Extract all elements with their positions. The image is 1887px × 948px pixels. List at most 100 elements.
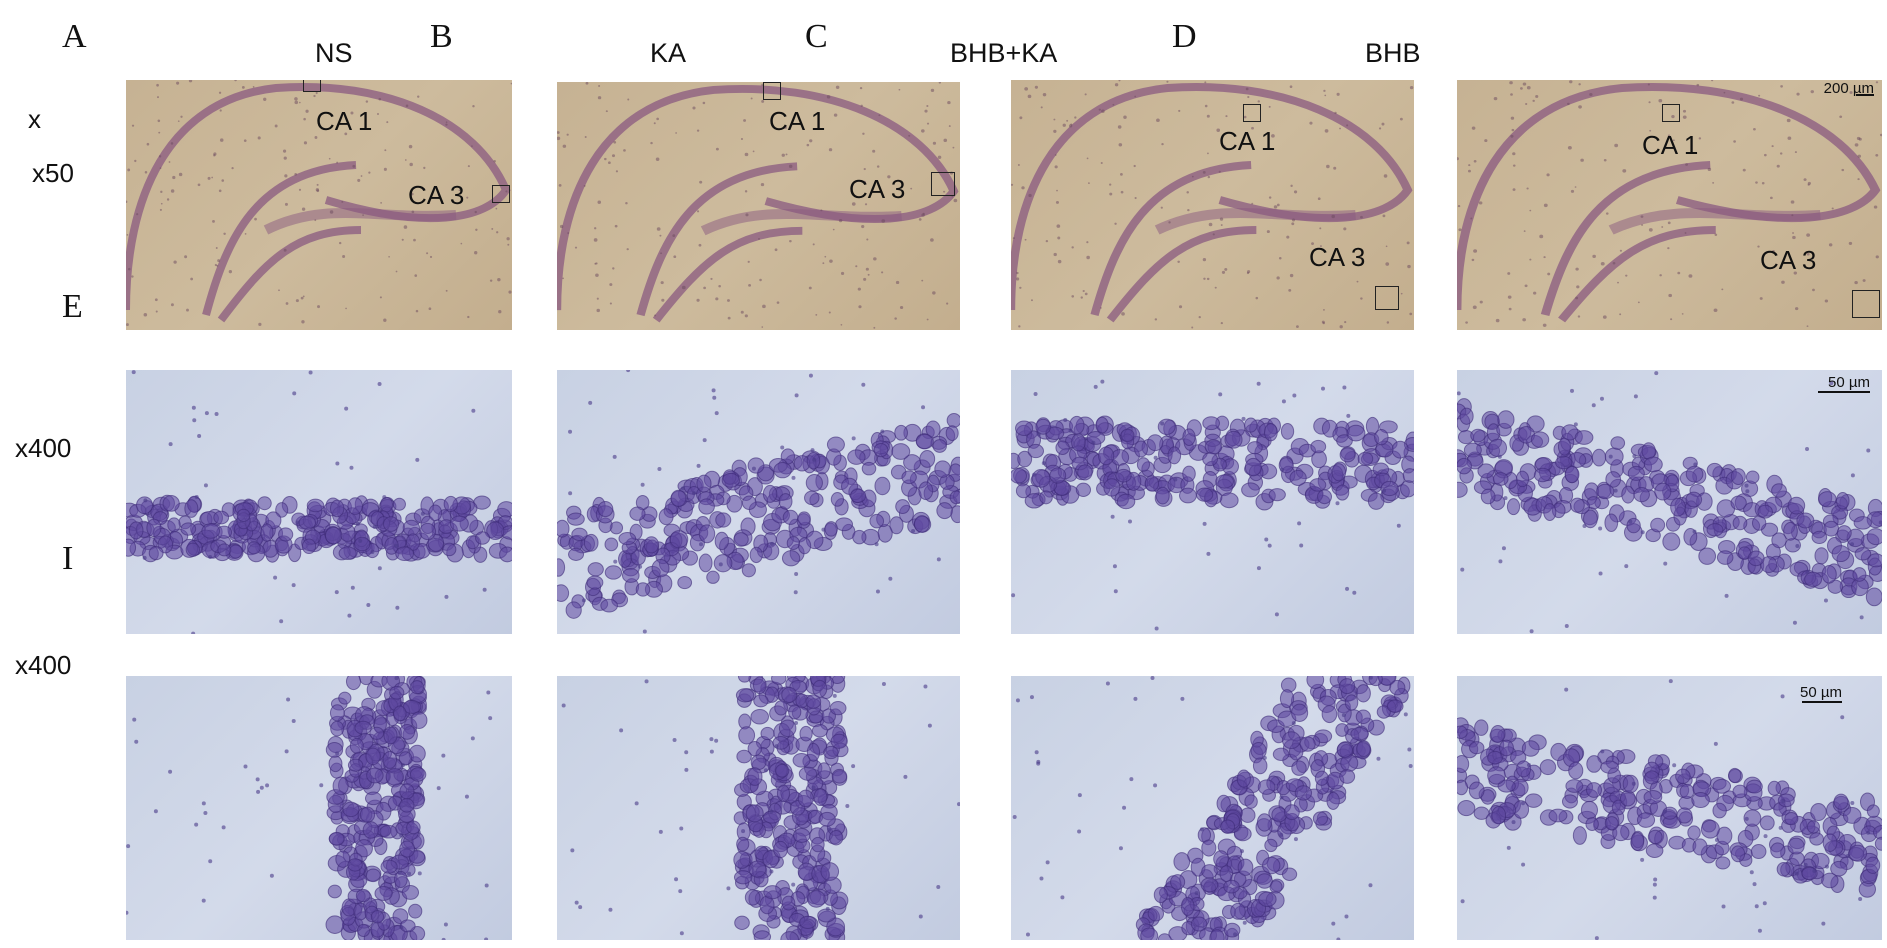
neuron-cell <box>1256 873 1273 889</box>
panel-letter-e: E <box>62 288 83 325</box>
neuron-cell <box>826 917 846 937</box>
neuron-cell <box>1167 446 1182 465</box>
neuron-cell <box>811 724 828 738</box>
neuron-cell <box>1223 879 1240 894</box>
ca1-marker-box <box>1243 104 1261 122</box>
neuron-cell <box>1600 760 1620 774</box>
neuron-cell <box>162 495 180 512</box>
neuron-cell <box>889 516 904 535</box>
neuron-cell <box>354 720 372 735</box>
neuron-cell <box>1306 676 1325 690</box>
cell-layer-band <box>1154 208 1356 235</box>
neuron-cell <box>329 499 345 518</box>
neuron-cell <box>618 531 637 546</box>
neuron-cell <box>1120 428 1135 442</box>
neuron-cell <box>1314 770 1329 786</box>
neuron-cell <box>1268 488 1286 502</box>
neuron-cell <box>586 575 604 590</box>
neuron-cell <box>913 515 930 533</box>
neuron-cell <box>1865 856 1881 874</box>
neuron-cell <box>1147 905 1165 922</box>
neuron-cell <box>818 811 836 827</box>
neuron-cell <box>1747 550 1765 567</box>
neuron-cell <box>1339 769 1356 784</box>
neuron-cell <box>1627 465 1645 481</box>
neuron-cell <box>1530 431 1550 448</box>
neuron-cell <box>324 526 343 545</box>
neuron-cell <box>410 711 428 730</box>
micrograph-a-ns-x50: CA 1 CA 3 <box>126 80 512 330</box>
neuron-cell <box>1687 825 1701 840</box>
neuron-cell <box>332 776 349 796</box>
neuron-cell <box>946 412 960 428</box>
neuron-cell <box>1256 813 1273 832</box>
neuron-cell <box>1750 843 1767 860</box>
neuron-cell <box>399 723 416 740</box>
neuron-cell <box>696 474 712 493</box>
ca1-label: CA 1 <box>1642 130 1699 160</box>
neuron-cell <box>1257 779 1276 795</box>
neuron-cell <box>1487 766 1506 785</box>
neuron-cell <box>1515 470 1530 488</box>
ca1-marker-box <box>303 80 321 92</box>
neuron-cell <box>786 536 800 551</box>
neuron-cell <box>328 831 345 846</box>
neuron-cell <box>399 783 415 800</box>
neuron-cell <box>1633 486 1650 503</box>
neuron-cell <box>1480 488 1496 505</box>
neuron-cell <box>1533 467 1552 483</box>
neuron-cell <box>806 742 821 762</box>
neuron-cell <box>1647 829 1663 845</box>
neuron-layer <box>1012 676 1413 940</box>
micrograph-j-ka-x400 <box>557 676 960 940</box>
neuron-cell <box>1357 451 1374 466</box>
neuron-cell <box>1487 750 1503 765</box>
neuron-cell <box>1776 861 1791 877</box>
neuron-layer <box>561 676 960 940</box>
neuron-cell <box>393 705 407 722</box>
neuron-cell <box>354 536 371 552</box>
neuron-cell <box>583 533 599 552</box>
neuron-cell <box>419 522 437 541</box>
neuron-cell <box>557 584 570 602</box>
panel-letter-a: A <box>62 18 87 55</box>
neuron-cell <box>382 750 398 769</box>
neuron-cell <box>1580 800 1599 820</box>
neuron-cell <box>1477 463 1495 479</box>
neuron-cell <box>669 530 689 549</box>
neuron-cell <box>706 570 720 584</box>
neuron-cell <box>1272 747 1290 761</box>
neuron-cell <box>443 495 458 513</box>
neuron-cell <box>750 708 770 725</box>
neuron-cell <box>792 828 811 843</box>
neuron-cell <box>1604 816 1619 831</box>
neuron-cell <box>1783 521 1798 541</box>
neuron-cell <box>1759 815 1775 831</box>
neuron-cell <box>1650 517 1666 533</box>
neuron-cell <box>349 737 364 754</box>
neuron-cell <box>146 518 162 538</box>
cell-layer-band <box>1608 208 1821 235</box>
neuron-cell <box>1743 809 1762 827</box>
neuron-cell <box>1757 504 1773 519</box>
neuron-cell <box>1604 447 1624 466</box>
neuron-cell <box>1645 843 1664 858</box>
neuron-cell <box>1676 807 1693 824</box>
neuron-cell <box>1195 487 1214 502</box>
neuron-cell <box>1474 719 1489 736</box>
neuron-cell <box>167 517 181 533</box>
neuron-cell <box>798 766 818 781</box>
neuron-cell <box>1874 836 1882 851</box>
neuron-cell <box>1712 778 1732 794</box>
neuron-cell <box>721 472 740 488</box>
neuron-cell <box>298 515 317 530</box>
neuron-cell <box>1244 417 1258 433</box>
neuron-cell <box>1098 446 1115 466</box>
neuron-cell <box>1317 489 1333 505</box>
neuron-cell <box>741 495 757 511</box>
neuron-cell <box>945 425 959 441</box>
neuron-cell <box>1389 679 1406 696</box>
ca3-marker-box <box>931 172 955 196</box>
neuron-cell <box>1555 455 1573 470</box>
neuron-cell <box>1499 739 1514 757</box>
